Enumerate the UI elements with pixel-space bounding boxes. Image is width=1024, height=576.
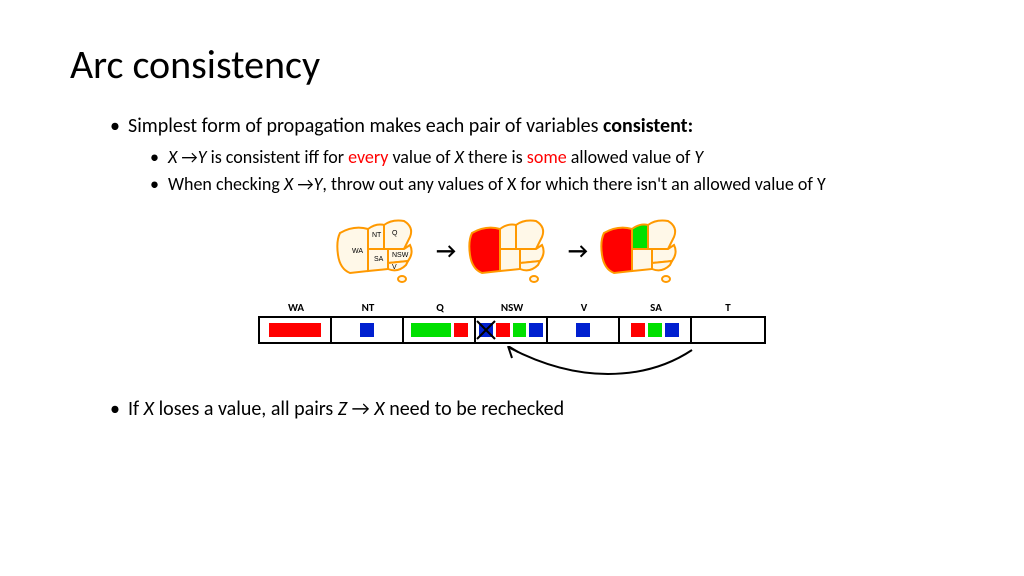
sub2-arrow: → (297, 173, 313, 195)
slide-title: Arc consistency (70, 40, 954, 89)
domain-cell (332, 318, 404, 342)
sub1-every: every (348, 146, 388, 168)
domain-header: NSW (476, 301, 548, 314)
intro-text: Simplest form of propagation makes each … (128, 114, 603, 138)
domain-header: WA (260, 301, 332, 314)
diagram-area: WA NT Q SA NSW V → → (70, 215, 954, 384)
final-z: Z (338, 397, 352, 421)
sub1-some: some (527, 146, 567, 168)
australia-map: WA NT Q SA NSW V (334, 215, 426, 287)
sub1-y2: Y (694, 146, 703, 168)
domain-value-square (513, 323, 527, 337)
domain-value-square (529, 323, 543, 337)
domain-value-square (411, 323, 451, 337)
sub1-t2: value of (388, 146, 454, 168)
final-arrow: → (352, 397, 375, 421)
sub2-pre: When checking (168, 173, 284, 195)
domain-cell (404, 318, 476, 342)
domain-value-square (576, 323, 590, 337)
svg-text:Q: Q (392, 230, 398, 237)
domain-cell (548, 318, 620, 342)
svg-text:NSW: NSW (392, 252, 409, 259)
recheck-arrow (260, 346, 764, 384)
domain-headers: WANTQNSWVSAT (260, 301, 764, 316)
bullet-list-bottom: If X loses a value, all pairs Z → X need… (70, 396, 954, 423)
domain-value-square (360, 323, 374, 337)
bullet-sub2: When checking X →Y, throw out any values… (150, 173, 954, 196)
final-pre: If (128, 397, 144, 421)
bullet-intro: Simplest form of propagation makes each … (110, 113, 954, 140)
domain-value-square (648, 323, 662, 337)
domain-header: SA (620, 301, 692, 314)
sub1-y: Y (198, 146, 207, 168)
domain-value-square (454, 323, 468, 337)
domain-header: Q (404, 301, 476, 314)
domain-value-square (631, 323, 645, 337)
domain-header: NT (332, 301, 404, 314)
sub1-x: X (168, 146, 181, 168)
svg-text:V: V (392, 264, 397, 271)
sub1-t4: allowed value of (567, 146, 695, 168)
intro-bold: consistent: (603, 114, 693, 138)
bullet-final: If X loses a value, all pairs Z → X need… (110, 396, 954, 423)
domain-value-square (496, 323, 510, 337)
domain-value-square (479, 323, 493, 337)
sub2-rest: , throw out any values of X for which th… (322, 173, 825, 195)
domain-table (258, 316, 766, 344)
domain-header: T (692, 301, 764, 314)
sub1-t3: there is (464, 146, 527, 168)
domain-cell (620, 318, 692, 342)
map-row: WA NT Q SA NSW V → → (334, 215, 690, 287)
arrow-icon: → (568, 237, 588, 264)
svg-text:WA: WA (352, 248, 363, 255)
svg-text:SA: SA (374, 256, 384, 263)
sub2-x: X (284, 173, 297, 195)
final-x2: X (374, 397, 384, 421)
domain-header: V (548, 301, 620, 314)
svg-text:NT: NT (372, 232, 382, 239)
domain-cell (260, 318, 332, 342)
domain-cell (692, 318, 764, 342)
domain-value-square (665, 323, 679, 337)
sub1-x2: X (455, 146, 464, 168)
australia-map (598, 215, 690, 287)
sub1-arrow: → (181, 146, 197, 168)
domain-value-square (269, 323, 321, 337)
domain-cell (476, 318, 548, 342)
final-x: X (144, 397, 154, 421)
cross-out-icon (475, 319, 497, 341)
final-mid: loses a value, all pairs (154, 397, 338, 421)
sub1-t1: is consistent iff for (207, 146, 349, 168)
bullet-list: Simplest form of propagation makes each … (70, 113, 954, 197)
final-rest: need to be rechecked (385, 397, 564, 421)
bullet-sub1: X →Y is consistent iff for every value o… (150, 146, 954, 169)
australia-map (466, 215, 558, 287)
arrow-icon: → (436, 237, 456, 264)
